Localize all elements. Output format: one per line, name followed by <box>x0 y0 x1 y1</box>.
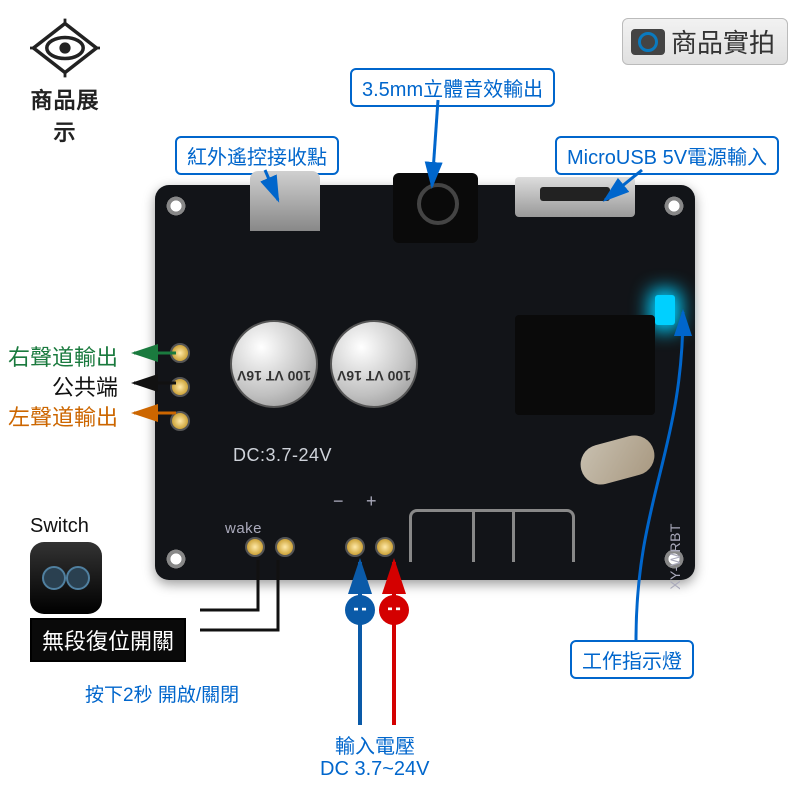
label-common: 公共端 <box>52 370 118 402</box>
brand-text: 商品展示 <box>20 83 110 147</box>
output-pads <box>170 343 190 431</box>
capacitor <box>230 320 318 408</box>
switch-label: 無段復位開關 <box>30 618 186 662</box>
crystal-osc <box>576 431 659 489</box>
minus-icon: − <box>345 595 375 625</box>
silk-wake: wake <box>225 520 262 537</box>
camera-icon <box>631 29 665 55</box>
plus-icon: + <box>379 595 409 625</box>
mounting-hole <box>165 195 187 217</box>
silk-dc: DC:3.7-24V <box>233 445 332 466</box>
status-led <box>655 295 675 325</box>
photo-badge-text: 商品實拍 <box>671 23 775 60</box>
power-pads <box>345 537 395 557</box>
label-led: 工作指示燈 <box>570 640 694 679</box>
label-audio-out: 3.5mm立體音效輸出 <box>350 68 555 107</box>
label-ir-receiver: 紅外遙控接收點 <box>175 136 339 175</box>
silk-model: XY-WRBT <box>667 523 683 590</box>
photo-badge: 商品實拍 <box>622 18 788 65</box>
mounting-hole <box>165 548 187 570</box>
audio-jack <box>393 173 478 243</box>
main-ic <box>515 315 655 415</box>
capacitor <box>330 320 418 408</box>
ir-receiver <box>250 171 320 231</box>
label-microusb: MicroUSB 5V電源輸入 <box>555 136 779 175</box>
pcb-board: DC:3.7-24V wake − + XY-WRBT <box>155 185 695 580</box>
label-right-channel: 右聲道輸出 <box>8 340 118 372</box>
switch-icon <box>30 542 102 614</box>
vin-title: 輸入電壓 <box>335 730 415 759</box>
vin-range: DC 3.7~24V <box>320 758 430 781</box>
switch-hint: 按下2秒 開啟/關閉 <box>85 680 239 707</box>
mounting-hole <box>663 195 685 217</box>
brand-logo: 商品展示 <box>20 18 110 118</box>
microusb-port <box>515 177 635 217</box>
wake-pads <box>245 537 295 557</box>
label-left-channel: 左聲道輸出 <box>8 400 118 432</box>
